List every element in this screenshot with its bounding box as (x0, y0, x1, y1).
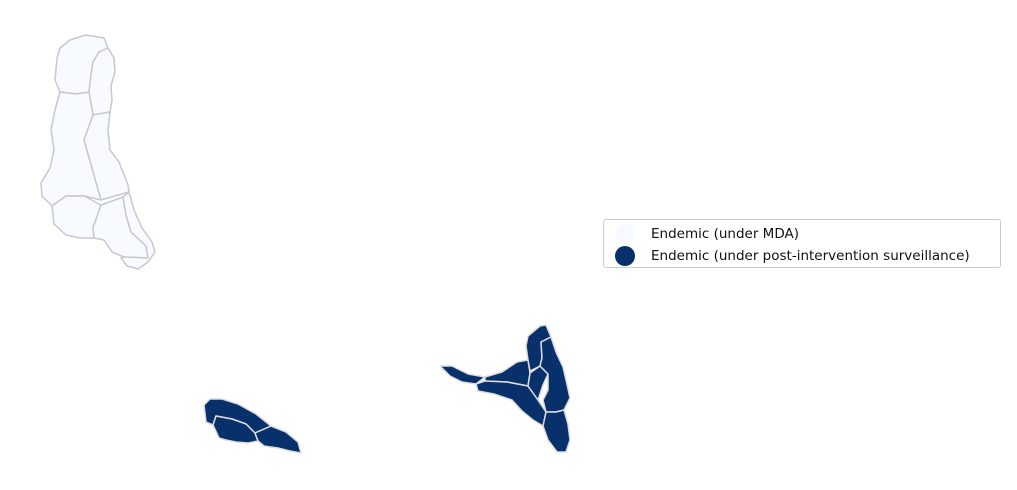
legend-label-mda: Endemic (under MDA) (651, 226, 799, 242)
island-north (40, 34, 156, 270)
legend-label-surveillance: Endemic (under post-intervention surveil… (651, 248, 970, 264)
island-southeast (439, 324, 571, 453)
legend-swatch-mda (615, 224, 635, 244)
district-north-2[interactable] (88, 47, 116, 116)
district-north-4[interactable] (83, 111, 130, 201)
district-north-7[interactable] (120, 191, 156, 270)
legend-swatch-surveillance (615, 246, 635, 266)
district-se-1[interactable] (439, 365, 486, 385)
district-se-7[interactable] (542, 409, 571, 453)
island-southwest (203, 398, 302, 454)
map-legend: Endemic (under MDA) Endemic (under post-… (603, 219, 1001, 268)
legend-item-mda: Endemic (under MDA) (604, 224, 799, 244)
district-sw-3[interactable] (254, 425, 302, 454)
legend-item-surveillance: Endemic (under post-intervention surveil… (604, 246, 970, 266)
district-sw-2[interactable] (212, 415, 259, 444)
